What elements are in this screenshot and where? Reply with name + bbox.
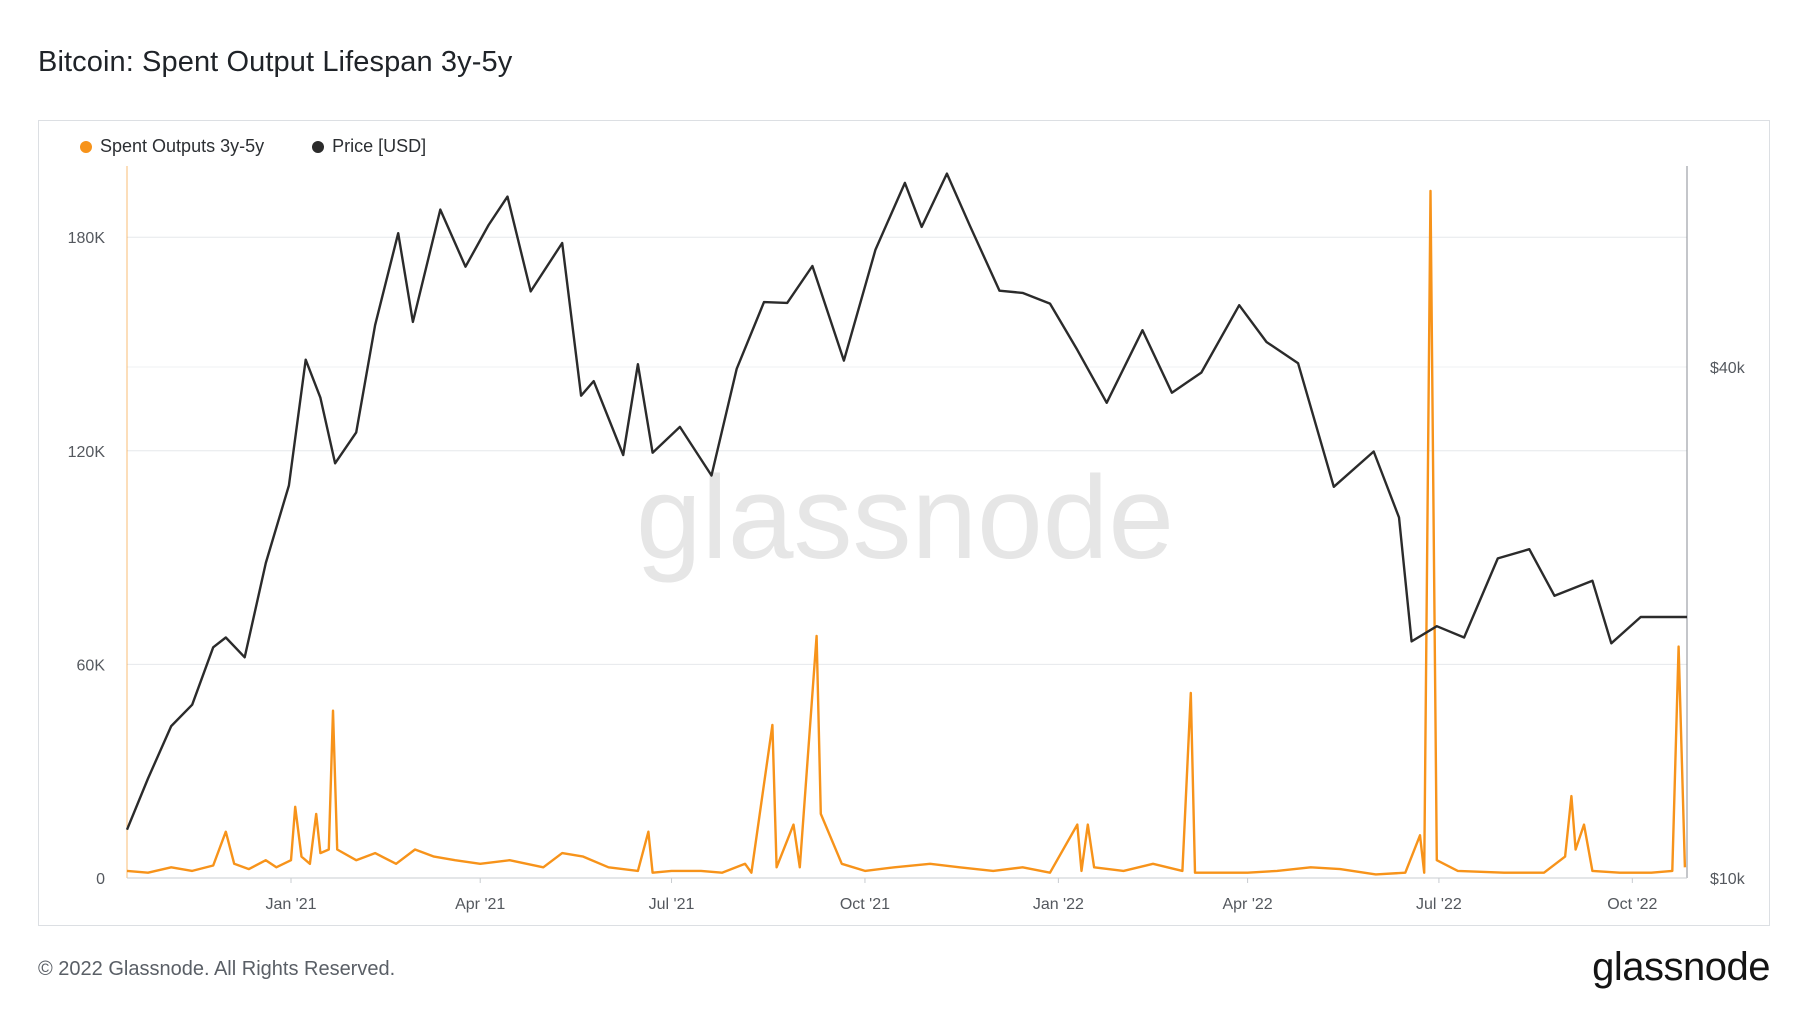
- legend-label-price: Price [USD]: [332, 136, 427, 156]
- axes: [126, 166, 1688, 883]
- y-left-tick-label: 120K: [68, 444, 106, 461]
- y-right-tick-label: $10k: [1710, 871, 1746, 888]
- y-left-tick-label: 180K: [68, 230, 106, 247]
- series-line-price: [125, 172, 1687, 831]
- legend: Spent Outputs 3y-5y Price [USD]: [80, 136, 426, 157]
- series-layer: [125, 172, 1687, 876]
- chart-frame: [38, 120, 1770, 926]
- x-tick-label: Apr '22: [1222, 896, 1272, 913]
- series-line-spent-outputs: [126, 189, 1687, 876]
- watermark-text: glassnode: [636, 452, 1174, 584]
- x-tick-label: Oct '21: [840, 896, 890, 913]
- tick-labels: 0 60K 120K 180K $10k $40k Jan '21 Apr '21 Jul '2…: [68, 230, 1746, 913]
- legend-item-price[interactable]: Price [USD]: [312, 136, 426, 157]
- legend-item-spent-outputs[interactable]: Spent Outputs 3y-5y: [80, 136, 264, 157]
- y-left-tick-label: 0: [96, 871, 105, 888]
- y-right-tick-label: $40k: [1710, 360, 1746, 377]
- x-tick-label: Jul '22: [1416, 896, 1462, 913]
- x-tick-label: Jan '22: [1033, 896, 1084, 913]
- chart-title: Bitcoin: Spent Output Lifespan 3y-5y: [38, 46, 513, 78]
- footer-copyright: © 2022 Glassnode. All Rights Reserved.: [38, 958, 396, 980]
- legend-dot-spent-outputs: [80, 140, 92, 153]
- x-tick-label: Oct '22: [1607, 896, 1657, 913]
- x-tick-label: Jul '21: [649, 896, 695, 913]
- y-left-tick-label: 60K: [77, 657, 106, 674]
- legend-label-spent-outputs: Spent Outputs 3y-5y: [100, 136, 265, 156]
- footer-logo: glassnode: [1592, 945, 1770, 989]
- x-tick-label: Jan '21: [265, 896, 316, 913]
- x-tick-label: Apr '21: [455, 896, 505, 913]
- legend-dot-price: [312, 140, 325, 153]
